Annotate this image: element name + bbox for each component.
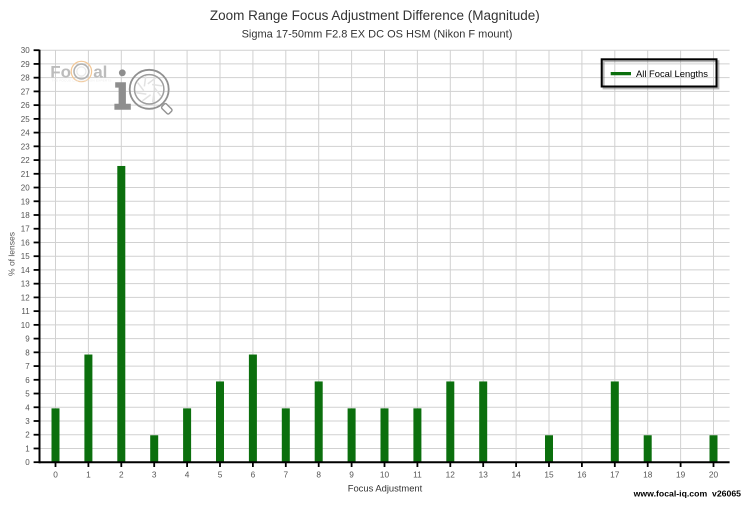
svg-text:1: 1	[25, 444, 30, 453]
svg-text:9: 9	[25, 335, 30, 344]
svg-text:15: 15	[544, 469, 554, 479]
svg-text:15: 15	[21, 252, 30, 261]
svg-text:23: 23	[21, 142, 30, 151]
svg-text:12: 12	[446, 469, 456, 479]
svg-text:30: 30	[21, 46, 30, 55]
svg-text:3: 3	[152, 469, 157, 479]
svg-text:www.focal-iq.com v26065: www.focal-iq.com v26065	[633, 488, 742, 498]
svg-text:4: 4	[25, 403, 30, 412]
svg-text:5: 5	[218, 469, 223, 479]
svg-text:5: 5	[25, 390, 30, 399]
svg-text:14: 14	[21, 266, 30, 275]
svg-text:19: 19	[21, 197, 30, 206]
svg-text:All Focal Lengths: All Focal Lengths	[636, 68, 708, 79]
svg-text:25: 25	[21, 115, 30, 124]
svg-text:0: 0	[53, 469, 58, 479]
svg-text:22: 22	[21, 156, 30, 165]
svg-text:19: 19	[676, 469, 686, 479]
svg-text:18: 18	[21, 211, 30, 220]
svg-text:3: 3	[25, 417, 30, 426]
svg-text:Sigma 17-50mm F2.8 EX DC OS HS: Sigma 17-50mm F2.8 EX DC OS HSM (Nikon F…	[242, 29, 513, 41]
svg-text:THE FOCUS CALIBRATION EXPERTS: THE FOCUS CALIBRATION EXPERTS	[52, 79, 112, 83]
svg-text:12: 12	[21, 293, 30, 302]
svg-text:8: 8	[25, 348, 30, 357]
svg-text:17: 17	[610, 469, 620, 479]
svg-text:24: 24	[21, 129, 30, 138]
svg-text:29: 29	[21, 60, 30, 69]
svg-text:13: 13	[21, 280, 30, 289]
svg-text:13: 13	[479, 469, 489, 479]
svg-text:al: al	[93, 62, 107, 81]
svg-text:11: 11	[413, 469, 422, 479]
svg-text:11: 11	[21, 307, 30, 316]
svg-text:28: 28	[21, 74, 30, 83]
svg-text:27: 27	[21, 87, 30, 96]
svg-text:2: 2	[25, 431, 30, 440]
svg-text:7: 7	[283, 469, 288, 479]
svg-text:0: 0	[25, 458, 30, 467]
svg-text:Focus Adjustment: Focus Adjustment	[348, 482, 423, 493]
svg-text:26: 26	[21, 101, 30, 110]
svg-text:21: 21	[21, 170, 30, 179]
svg-text:% of lenses: % of lenses	[7, 232, 17, 276]
svg-text:4: 4	[185, 469, 190, 479]
svg-text:16: 16	[577, 469, 587, 479]
svg-text:8: 8	[316, 469, 321, 479]
svg-text:9: 9	[349, 469, 354, 479]
svg-text:20: 20	[709, 469, 719, 479]
svg-text:16: 16	[21, 238, 30, 247]
svg-text:Zoom Range Focus Adjustment Di: Zoom Range Focus Adjustment Difference (…	[210, 8, 540, 23]
svg-text:18: 18	[643, 469, 653, 479]
svg-text:Fo: Fo	[50, 62, 71, 81]
svg-text:1: 1	[86, 469, 91, 479]
svg-text:10: 10	[21, 321, 30, 330]
svg-text:6: 6	[251, 469, 256, 479]
svg-text:20: 20	[21, 184, 30, 193]
svg-text:7: 7	[25, 362, 30, 371]
svg-text:17: 17	[21, 225, 30, 234]
svg-text:6: 6	[25, 376, 30, 385]
svg-text:14: 14	[511, 469, 521, 479]
svg-text:2: 2	[119, 469, 124, 479]
svg-text:10: 10	[380, 469, 390, 479]
